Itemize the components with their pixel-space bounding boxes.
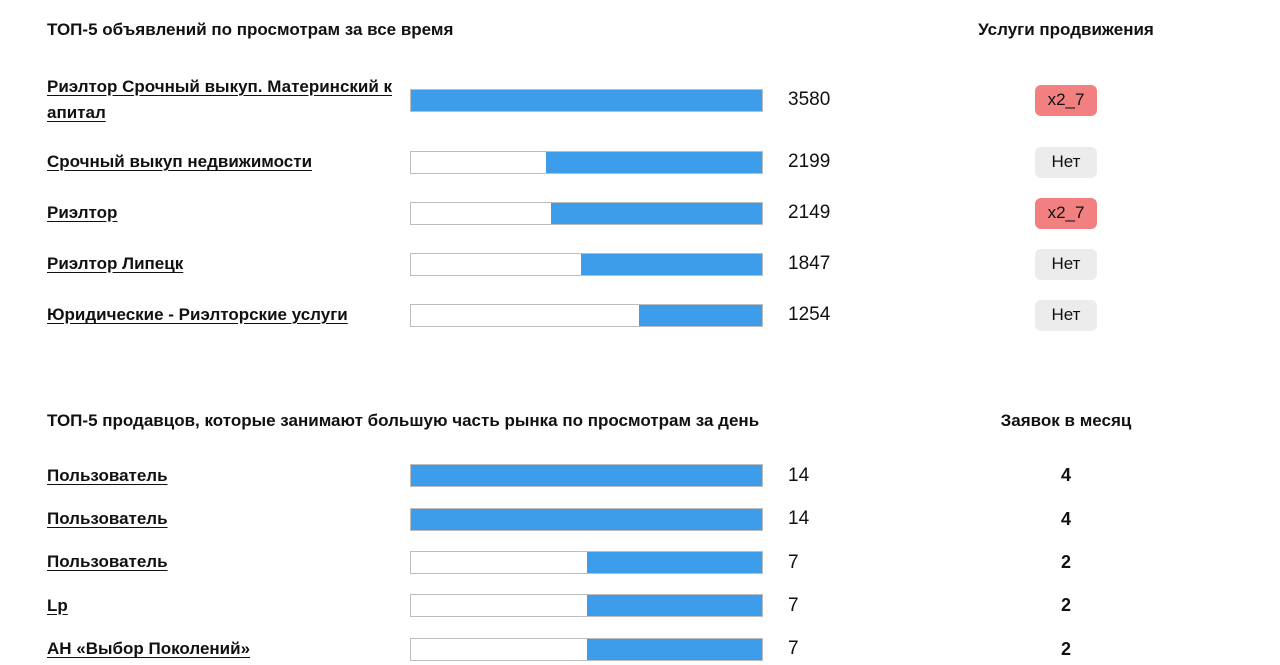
views-bar-fill (411, 89, 762, 111)
seller-row: Пользователь 7 2 (47, 549, 1156, 575)
views-count: 7 (788, 638, 799, 660)
top-sellers-title: ТОП-5 продавцов, которые занимают большу… (47, 410, 760, 430)
views-bar (410, 507, 763, 531)
top-ads-section: ТОП-5 объявлений по просмотрам за все вр… (47, 20, 1156, 331)
views-bar-fill (411, 508, 762, 530)
views-count: 7 (788, 594, 799, 616)
views-bar (410, 637, 763, 661)
ad-link[interactable]: Риэлтор Срочный выкуп. Материнский капит… (47, 77, 393, 123)
views-bar-fill (546, 151, 762, 173)
top-sellers-section: ТОП-5 продавцов, которые занимают большу… (47, 411, 1156, 663)
views-count: 2199 (788, 151, 831, 173)
views-bar (410, 303, 763, 327)
promo-badge: Нет (1035, 299, 1097, 331)
ad-row: Риэлтор 2149 x2_7 (47, 197, 1156, 229)
promo-services-header: Услуги продвижения (978, 20, 1154, 39)
views-bar-fill (586, 552, 762, 574)
requests-count: 4 (1060, 508, 1071, 529)
views-count: 3580 (788, 89, 831, 111)
views-bar-fill (586, 595, 762, 617)
seller-link[interactable]: Пользователь (47, 465, 168, 485)
views-count: 7 (788, 551, 799, 573)
views-bar (410, 252, 763, 276)
ad-link[interactable]: Юридические - Риэлторские услуги (47, 305, 348, 325)
seller-row: Пользователь 14 4 (47, 506, 1156, 532)
views-count: 2149 (788, 202, 831, 224)
seller-row: Пользователь 14 4 (47, 463, 1156, 489)
views-count: 14 (788, 464, 810, 486)
views-bar (410, 551, 763, 575)
seller-row: АН «Выбор Поколений» 7 2 (47, 636, 1156, 662)
requests-count: 2 (1060, 638, 1071, 659)
seller-link[interactable]: Пользователь (47, 552, 168, 572)
seller-link[interactable]: Пользователь (47, 509, 168, 529)
views-count: 14 (788, 508, 810, 530)
seller-row: Lp 7 2 (47, 593, 1156, 619)
requests-count: 2 (1060, 595, 1071, 616)
ad-link[interactable]: Риэлтор Липецк (47, 254, 184, 274)
promo-badge: x2_7 (1035, 197, 1097, 229)
seller-link[interactable]: АН «Выбор Поколений» (47, 639, 251, 659)
requests-per-month-header: Заявок в месяц (1000, 410, 1132, 430)
requests-count: 4 (1060, 465, 1071, 486)
top-ads-title: ТОП-5 объявлений по просмотрам за все вр… (47, 20, 454, 39)
views-bar-fill (551, 202, 762, 224)
ad-row: Юридические - Риэлторские услуги 1254 Не… (47, 299, 1156, 331)
views-bar (410, 464, 763, 488)
views-count: 1254 (788, 304, 831, 326)
views-bar-fill (580, 253, 762, 275)
ad-row: Риэлтор Срочный выкуп. Материнский капит… (47, 74, 1156, 127)
top-sellers-rows: Пользователь 14 4 Пользователь 14 4 Поль… (47, 463, 1156, 663)
views-bar-fill (639, 304, 762, 326)
views-bar (410, 88, 763, 112)
ad-link[interactable]: Риэлтор (47, 203, 118, 223)
views-count: 1847 (788, 253, 831, 275)
promo-badge: Нет (1035, 146, 1097, 178)
requests-count: 2 (1060, 552, 1071, 573)
promo-badge: x2_7 (1035, 84, 1097, 116)
ad-link[interactable]: Срочный выкуп недвижимости (47, 152, 313, 172)
views-bar-fill (586, 638, 762, 660)
views-bar (410, 201, 763, 225)
top-ads-rows: Риэлтор Срочный выкуп. Материнский капит… (47, 74, 1156, 331)
views-bar (410, 594, 763, 618)
views-bar (410, 150, 763, 174)
views-bar-fill (411, 465, 762, 487)
promo-badge: Нет (1035, 248, 1097, 280)
ad-row: Срочный выкуп недвижимости 2199 Нет (47, 146, 1156, 178)
seller-link[interactable]: Lp (47, 595, 68, 615)
ad-row: Риэлтор Липецк 1847 Нет (47, 248, 1156, 280)
